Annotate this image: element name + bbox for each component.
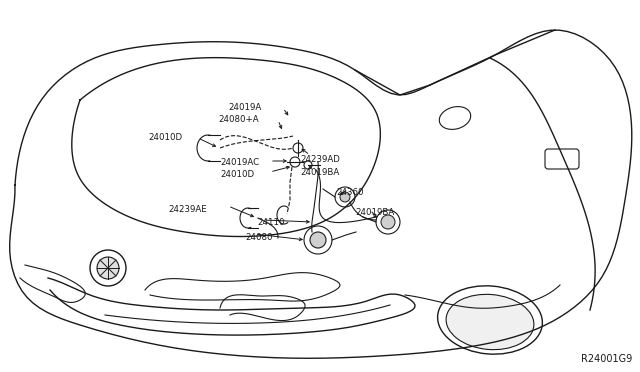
- Text: 24239AE: 24239AE: [168, 205, 207, 214]
- Text: 24080+A: 24080+A: [218, 115, 259, 124]
- Text: 24019BA: 24019BA: [300, 168, 339, 177]
- Ellipse shape: [446, 294, 534, 350]
- Circle shape: [310, 232, 326, 248]
- Text: 24080: 24080: [245, 233, 273, 242]
- Circle shape: [293, 143, 303, 153]
- Text: 24019AC: 24019AC: [220, 158, 259, 167]
- Circle shape: [376, 210, 400, 234]
- Ellipse shape: [439, 107, 470, 129]
- Text: 24010D: 24010D: [220, 170, 254, 179]
- Text: 24239AD: 24239AD: [300, 155, 340, 164]
- Circle shape: [335, 187, 355, 207]
- Text: 24019A: 24019A: [228, 103, 261, 112]
- Circle shape: [97, 257, 119, 279]
- Circle shape: [290, 157, 300, 167]
- Circle shape: [340, 192, 350, 202]
- Circle shape: [381, 215, 395, 229]
- Text: R24001G9: R24001G9: [580, 354, 632, 364]
- Ellipse shape: [438, 286, 542, 354]
- Circle shape: [90, 250, 126, 286]
- Text: 24110: 24110: [257, 218, 285, 227]
- Text: 24360: 24360: [336, 188, 364, 197]
- Text: 24019BA: 24019BA: [355, 208, 394, 217]
- FancyBboxPatch shape: [545, 149, 579, 169]
- Circle shape: [304, 161, 312, 169]
- Circle shape: [304, 226, 332, 254]
- Text: 24010D: 24010D: [148, 133, 182, 142]
